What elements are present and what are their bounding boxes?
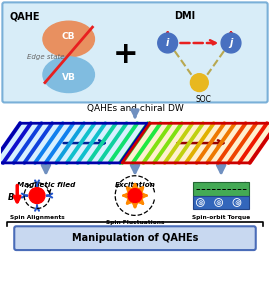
Text: Edge state: Edge state — [27, 54, 65, 60]
Circle shape — [233, 199, 241, 206]
Text: Spin Fluctuations: Spin Fluctuations — [106, 220, 164, 225]
Circle shape — [29, 188, 45, 203]
Text: Excitation: Excitation — [114, 182, 156, 188]
FancyBboxPatch shape — [2, 2, 268, 102]
Circle shape — [190, 74, 208, 92]
Bar — [193, 182, 249, 196]
Text: QAHEs and chiral DW: QAHEs and chiral DW — [87, 104, 183, 113]
Text: ⊗: ⊗ — [197, 200, 203, 206]
FancyBboxPatch shape — [14, 226, 256, 250]
Ellipse shape — [43, 21, 94, 57]
Circle shape — [128, 189, 142, 202]
Text: j: j — [229, 38, 233, 49]
Circle shape — [158, 33, 178, 53]
Text: +: + — [112, 40, 138, 69]
Circle shape — [221, 33, 241, 53]
Text: ⊗: ⊗ — [216, 200, 222, 206]
Text: Manipulation of QAHEs: Manipulation of QAHEs — [72, 233, 198, 243]
Text: CB: CB — [62, 32, 75, 40]
Text: SOC: SOC — [195, 94, 211, 103]
Text: Spin-orbit Torque: Spin-orbit Torque — [192, 215, 250, 220]
Text: DMI: DMI — [175, 11, 196, 21]
Text: B: B — [8, 193, 15, 202]
Text: Magnetic filed: Magnetic filed — [17, 182, 75, 188]
Text: QAHE: QAHE — [9, 11, 40, 21]
Text: Spin current: Spin current — [196, 182, 247, 188]
Polygon shape — [122, 123, 270, 163]
Text: Spin Alignments: Spin Alignments — [10, 215, 64, 220]
Text: ⊗: ⊗ — [234, 200, 240, 206]
Circle shape — [196, 199, 204, 206]
Circle shape — [215, 199, 222, 206]
Text: i: i — [166, 38, 169, 49]
Polygon shape — [0, 123, 148, 163]
Bar — [193, 196, 249, 209]
Ellipse shape — [43, 57, 94, 92]
Text: VB: VB — [62, 73, 76, 82]
